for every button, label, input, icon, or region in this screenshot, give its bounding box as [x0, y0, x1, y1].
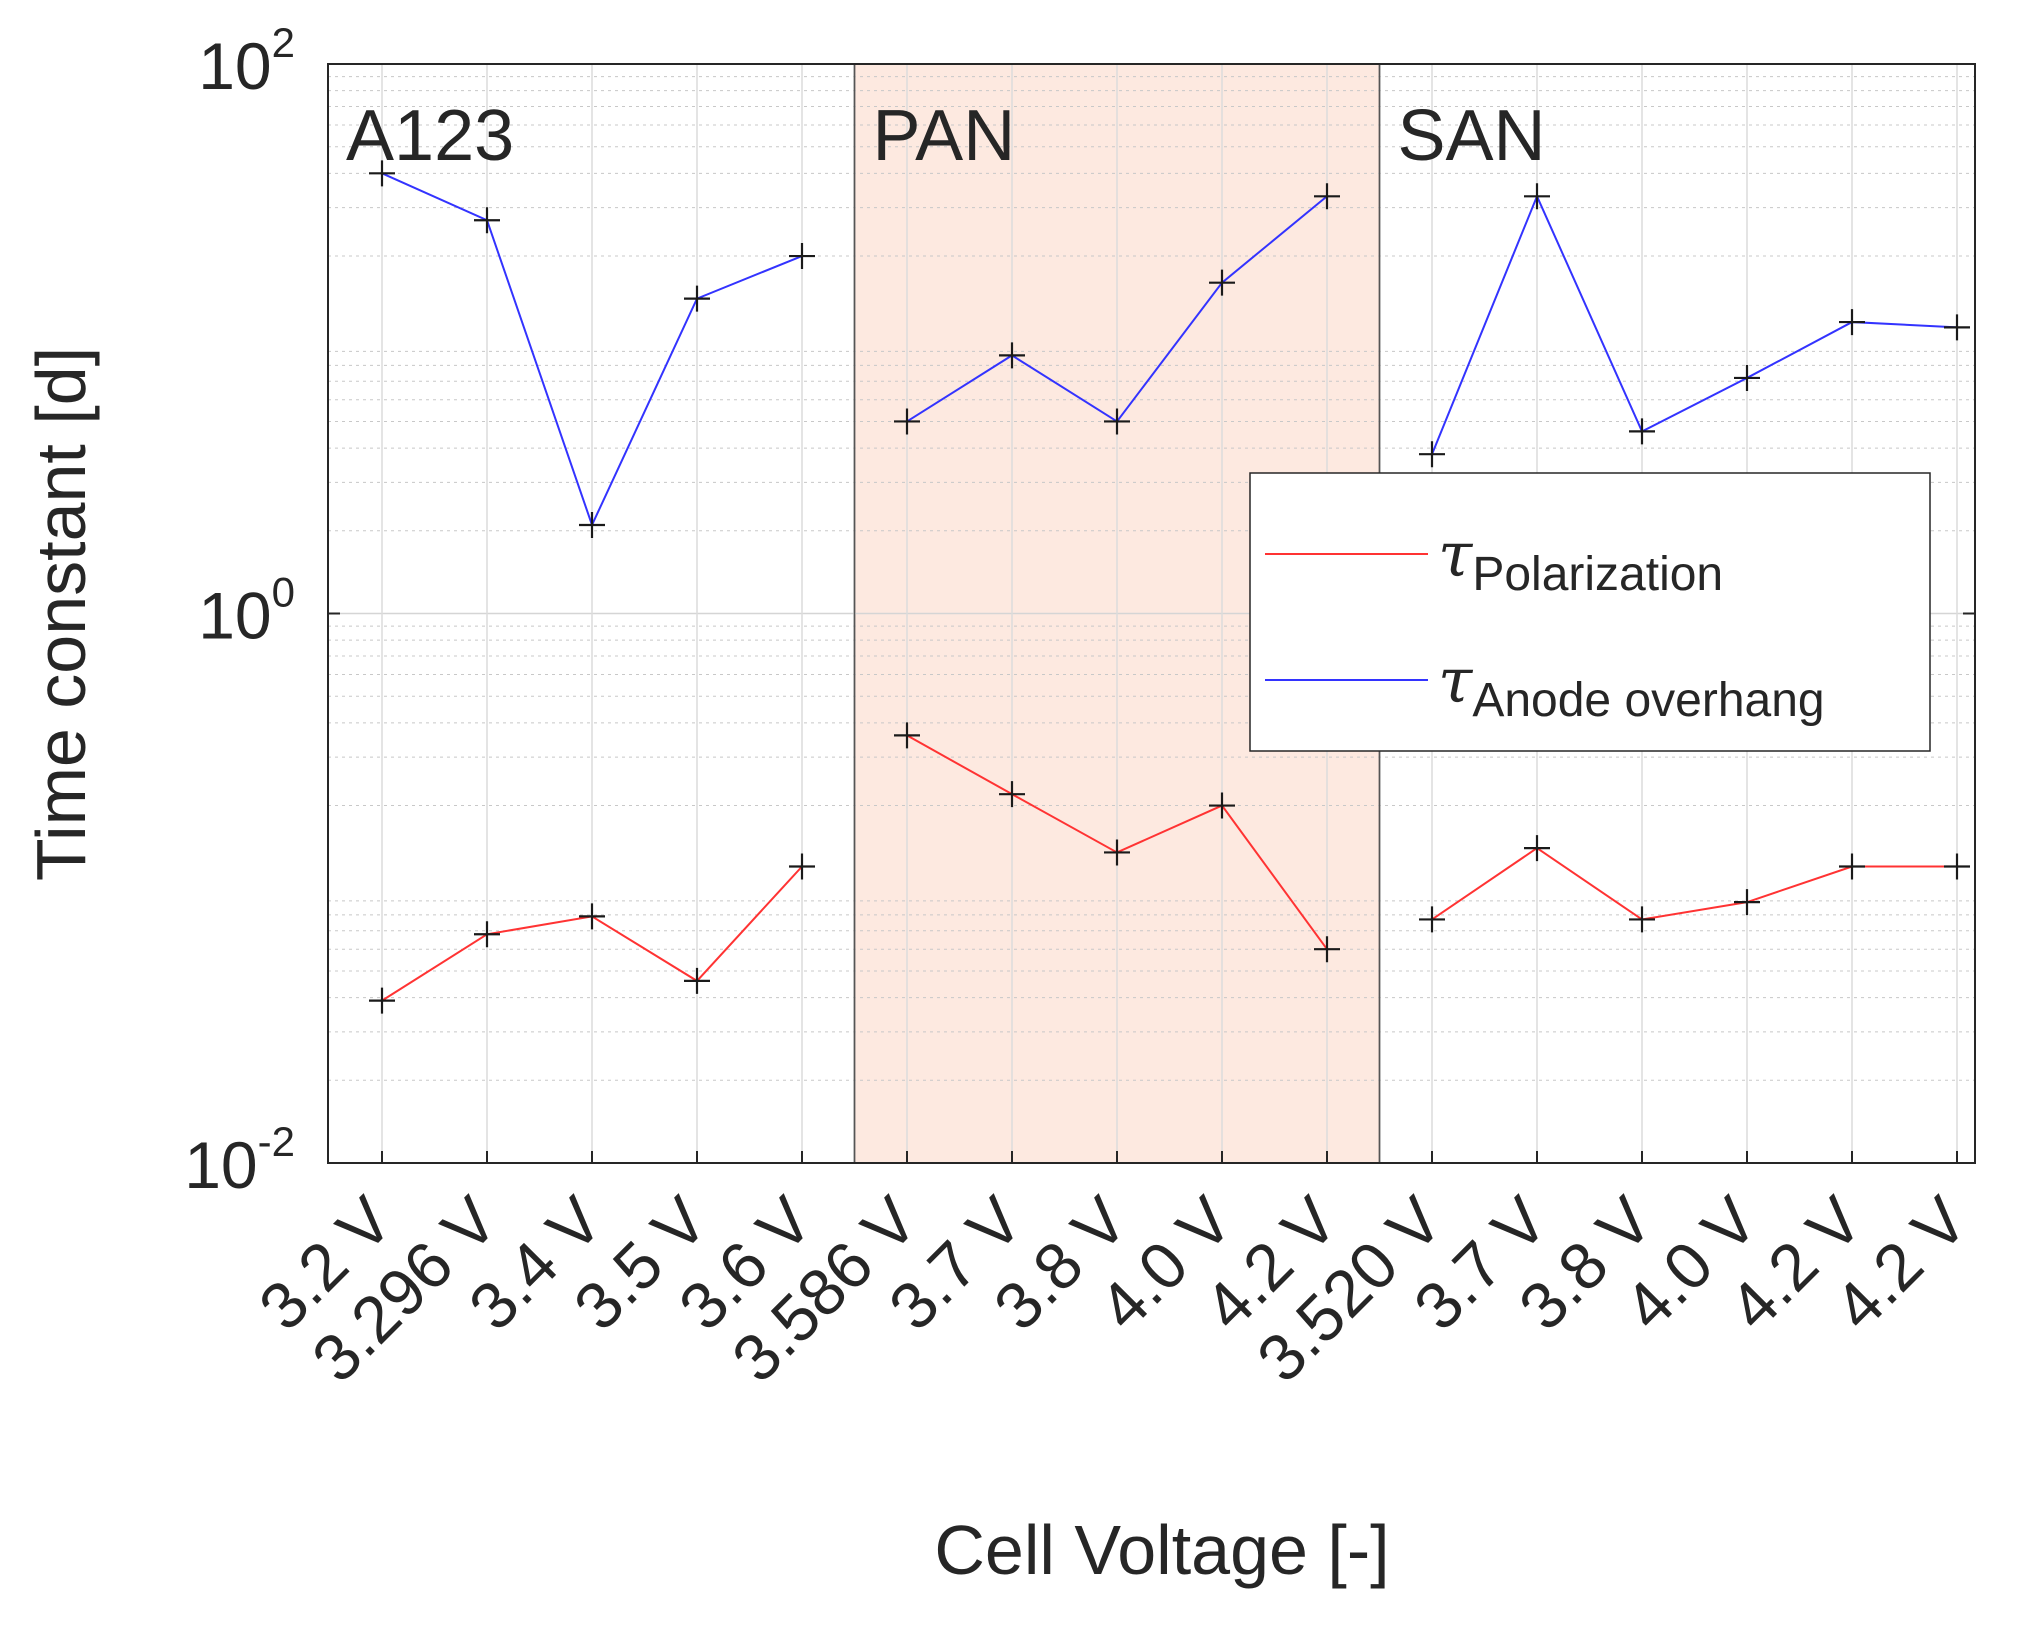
data-point-polarization: [1314, 936, 1340, 963]
data-point-polarization: [579, 903, 605, 930]
data-point-polarization: [1944, 853, 1970, 880]
data-point-polarization: [1839, 853, 1865, 880]
data-point-polarization: [1104, 839, 1130, 866]
data-point-anode-overhang: [579, 511, 605, 538]
group-label-a123: A123: [346, 96, 514, 176]
data-point-polarization: [1734, 889, 1760, 916]
y-tick-label: 100: [198, 569, 295, 653]
data-point-polarization: [369, 987, 395, 1014]
data-point-anode-overhang: [1839, 309, 1865, 336]
series-line-polarization-san: [1431, 846, 1957, 921]
data-point-polarization: [1629, 906, 1655, 933]
data-point-anode-overhang: [1209, 269, 1235, 296]
data-point-anode-overhang: [894, 408, 920, 435]
group-label-pan: PAN: [873, 96, 1016, 176]
data-point-anode-overhang: [1734, 364, 1760, 391]
y-tick-label: 102: [198, 19, 295, 103]
y-tick-label: 10-2: [184, 1118, 295, 1202]
data-point-polarization: [1524, 835, 1550, 862]
group-label-san: SAN: [1398, 96, 1546, 176]
data-point-polarization: [894, 722, 920, 749]
data-point-anode-overhang: [1419, 441, 1445, 468]
legend-tau-symbol-anode-overhang: τ: [1438, 644, 1474, 717]
data-point-anode-overhang: [1944, 314, 1970, 341]
legend-label-polarization: τPolarization: [1438, 518, 1723, 601]
data-point-anode-overhang: [684, 285, 710, 312]
legend-label-anode-overhang: τAnode overhang: [1438, 644, 1825, 727]
legend-tau-symbol-polarization: τ: [1438, 518, 1474, 591]
x-axis-label: Cell Voltage [-]: [934, 1511, 1389, 1589]
data-point-anode-overhang: [999, 342, 1025, 369]
legend-text-anode-overhang: Anode overhang: [1472, 674, 1824, 727]
data-point-polarization: [1209, 792, 1235, 819]
legend-text-polarization: Polarization: [1472, 548, 1723, 601]
data-point-polarization: [684, 967, 710, 994]
data-point-anode-overhang: [1629, 418, 1655, 445]
legend-box: [1249, 472, 1931, 752]
data-point-anode-overhang: [474, 207, 500, 234]
data-point-anode-overhang: [1104, 408, 1130, 435]
legend: τPolarization τAnode overhang: [1249, 472, 1931, 752]
data-point-polarization: [789, 853, 815, 880]
data-point-polarization: [474, 921, 500, 948]
data-point-anode-overhang: [789, 243, 815, 270]
data-point-anode-overhang: [1524, 183, 1550, 210]
data-point-anode-overhang: [369, 160, 395, 187]
data-point-polarization: [1419, 906, 1445, 933]
y-axis-label: Time constant [d]: [22, 347, 100, 881]
data-point-anode-overhang: [1314, 183, 1340, 210]
series-line-anode-overhang-san: [1431, 193, 1958, 455]
data-point-polarization: [999, 781, 1025, 808]
